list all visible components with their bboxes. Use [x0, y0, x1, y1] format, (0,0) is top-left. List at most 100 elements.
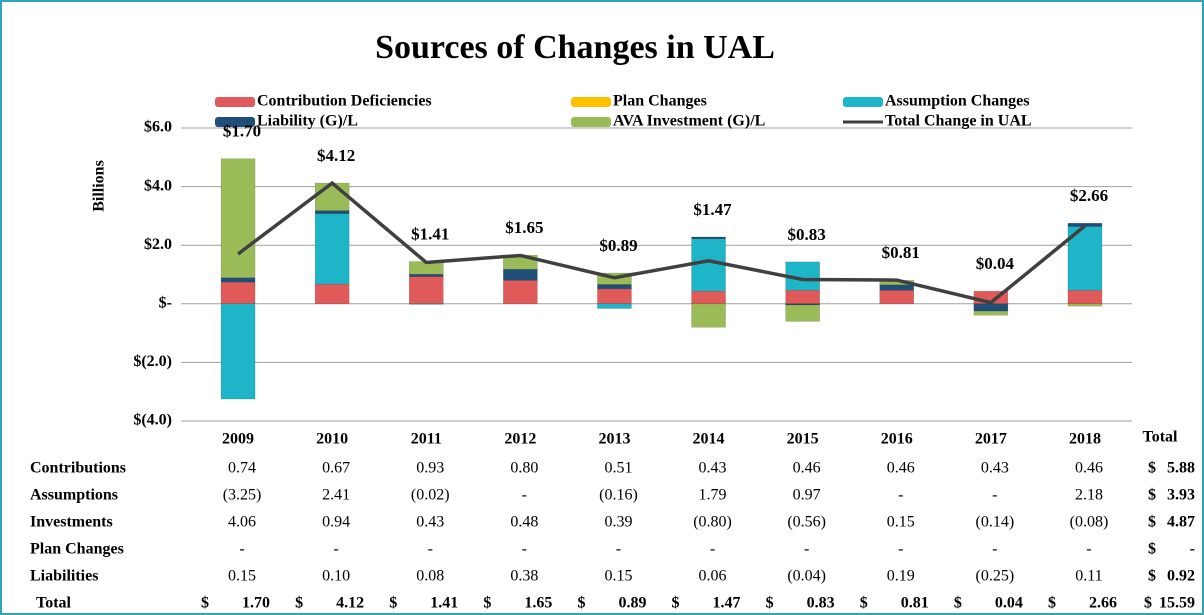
legend-label: Total Change in UAL: [885, 113, 1032, 130]
table-cell: 0.46: [793, 460, 821, 477]
legend-label: Liability (G)/L: [257, 113, 358, 130]
table-cell: 0.15: [887, 514, 915, 531]
table-cell: 1.70: [242, 595, 270, 612]
legend-label: Plan Changes: [613, 93, 707, 110]
table-cell: 0.04: [995, 595, 1023, 612]
y-tick-label: $(4.0): [133, 412, 172, 429]
bar: [973, 310, 1009, 316]
y-tick-label: $2.0: [144, 236, 172, 253]
bar: [409, 303, 444, 305]
table-total: 15.59: [1159, 595, 1195, 612]
table-cell: -: [522, 541, 527, 558]
table-cell: 0.97: [793, 487, 821, 504]
data-label: $0.81: [882, 243, 920, 262]
row-label: Total: [36, 595, 72, 612]
currency: $: [201, 595, 209, 612]
data-label: $0.89: [599, 236, 637, 255]
bar: [973, 303, 1009, 312]
y-tick-label: $6.0: [144, 119, 172, 136]
x-tick-label: 2018: [1069, 431, 1101, 448]
bar: [314, 283, 350, 305]
bar: [503, 280, 538, 305]
bar: [785, 290, 820, 305]
table-cell: 2.41: [322, 487, 350, 504]
table-cell: 0.11: [1075, 568, 1102, 585]
currency: $: [1144, 595, 1152, 612]
table-cell: -: [710, 541, 715, 558]
legend-swatch: [215, 117, 255, 127]
table-cell: 0.15: [228, 568, 256, 585]
table-cell: 1.41: [430, 595, 458, 612]
bar: [314, 210, 350, 214]
table-cell: 0.06: [699, 568, 727, 585]
table-cell: (0.16): [599, 487, 638, 504]
row-label: Liabilities: [30, 568, 98, 585]
table-cell: (0.08): [1070, 514, 1109, 531]
table-cell: -: [898, 541, 903, 558]
currency: $: [1148, 541, 1156, 558]
x-tick-label: 2010: [316, 431, 348, 448]
table-cell: 0.74: [228, 460, 256, 477]
table-total: 3.93: [1167, 487, 1195, 504]
currency: $: [954, 595, 962, 612]
table-total: -: [1190, 541, 1195, 558]
currency: $: [1148, 487, 1156, 504]
table-cell: 1.47: [713, 595, 741, 612]
bar: [1067, 290, 1103, 305]
currency: $: [672, 595, 680, 612]
y-tick-label: $(2.0): [133, 353, 172, 370]
bar: [597, 288, 632, 305]
data-label: $0.04: [976, 254, 1015, 273]
table-cell: 0.43: [699, 460, 727, 477]
bar: [597, 284, 632, 290]
table-cell: -: [992, 541, 997, 558]
currency: $: [1148, 460, 1156, 477]
x-tick-label: 2015: [787, 431, 819, 448]
table-cell: -: [616, 541, 621, 558]
table-cell: -: [898, 487, 903, 504]
bar: [314, 182, 350, 211]
table-cell: 2.18: [1075, 487, 1103, 504]
legend-swatch: [843, 97, 883, 107]
bar: [220, 158, 256, 278]
x-tick-label: 2009: [222, 431, 254, 448]
table-cell: (0.02): [411, 487, 450, 504]
table-cell: 0.48: [510, 514, 538, 531]
currency: $: [295, 595, 303, 612]
table-cell: 0.93: [416, 460, 444, 477]
legend-swatch: [215, 97, 255, 107]
x-tick-label: 2017: [975, 431, 1007, 448]
data-label: $4.12: [317, 146, 355, 165]
table-cell: -: [239, 541, 244, 558]
table-cell: 0.94: [322, 514, 350, 531]
bar: [220, 303, 256, 400]
chart-title: Sources of Changes in UAL: [375, 29, 775, 66]
table-cell: 0.51: [604, 460, 632, 477]
x-tick-label: 2012: [504, 431, 536, 448]
table-cell: (3.25): [223, 487, 262, 504]
table-cell: 0.81: [901, 595, 929, 612]
table-total: 5.88: [1167, 460, 1195, 477]
table-cell: 0.89: [618, 595, 646, 612]
table-cell: 0.46: [887, 460, 915, 477]
row-label: Investments: [30, 514, 113, 531]
table-cell: 0.43: [416, 514, 444, 531]
table-cell: -: [804, 541, 809, 558]
table-total: 4.87: [1167, 514, 1195, 531]
data-label: $1.70: [223, 122, 261, 141]
bar: [1067, 303, 1103, 307]
table-cell: 0.83: [807, 595, 835, 612]
bar: [409, 276, 444, 305]
table-cell: 0.43: [981, 460, 1009, 477]
currency: $: [766, 595, 774, 612]
y-tick-label: $4.0: [144, 177, 172, 194]
table-cell: -: [522, 487, 527, 504]
data-label: $1.47: [693, 200, 732, 219]
line: [236, 180, 1087, 305]
legend-swatch: [571, 97, 611, 107]
currency: $: [483, 595, 491, 612]
data-label: $0.83: [788, 225, 826, 244]
bar: [879, 284, 914, 291]
x-tick-label: 2013: [598, 431, 630, 448]
